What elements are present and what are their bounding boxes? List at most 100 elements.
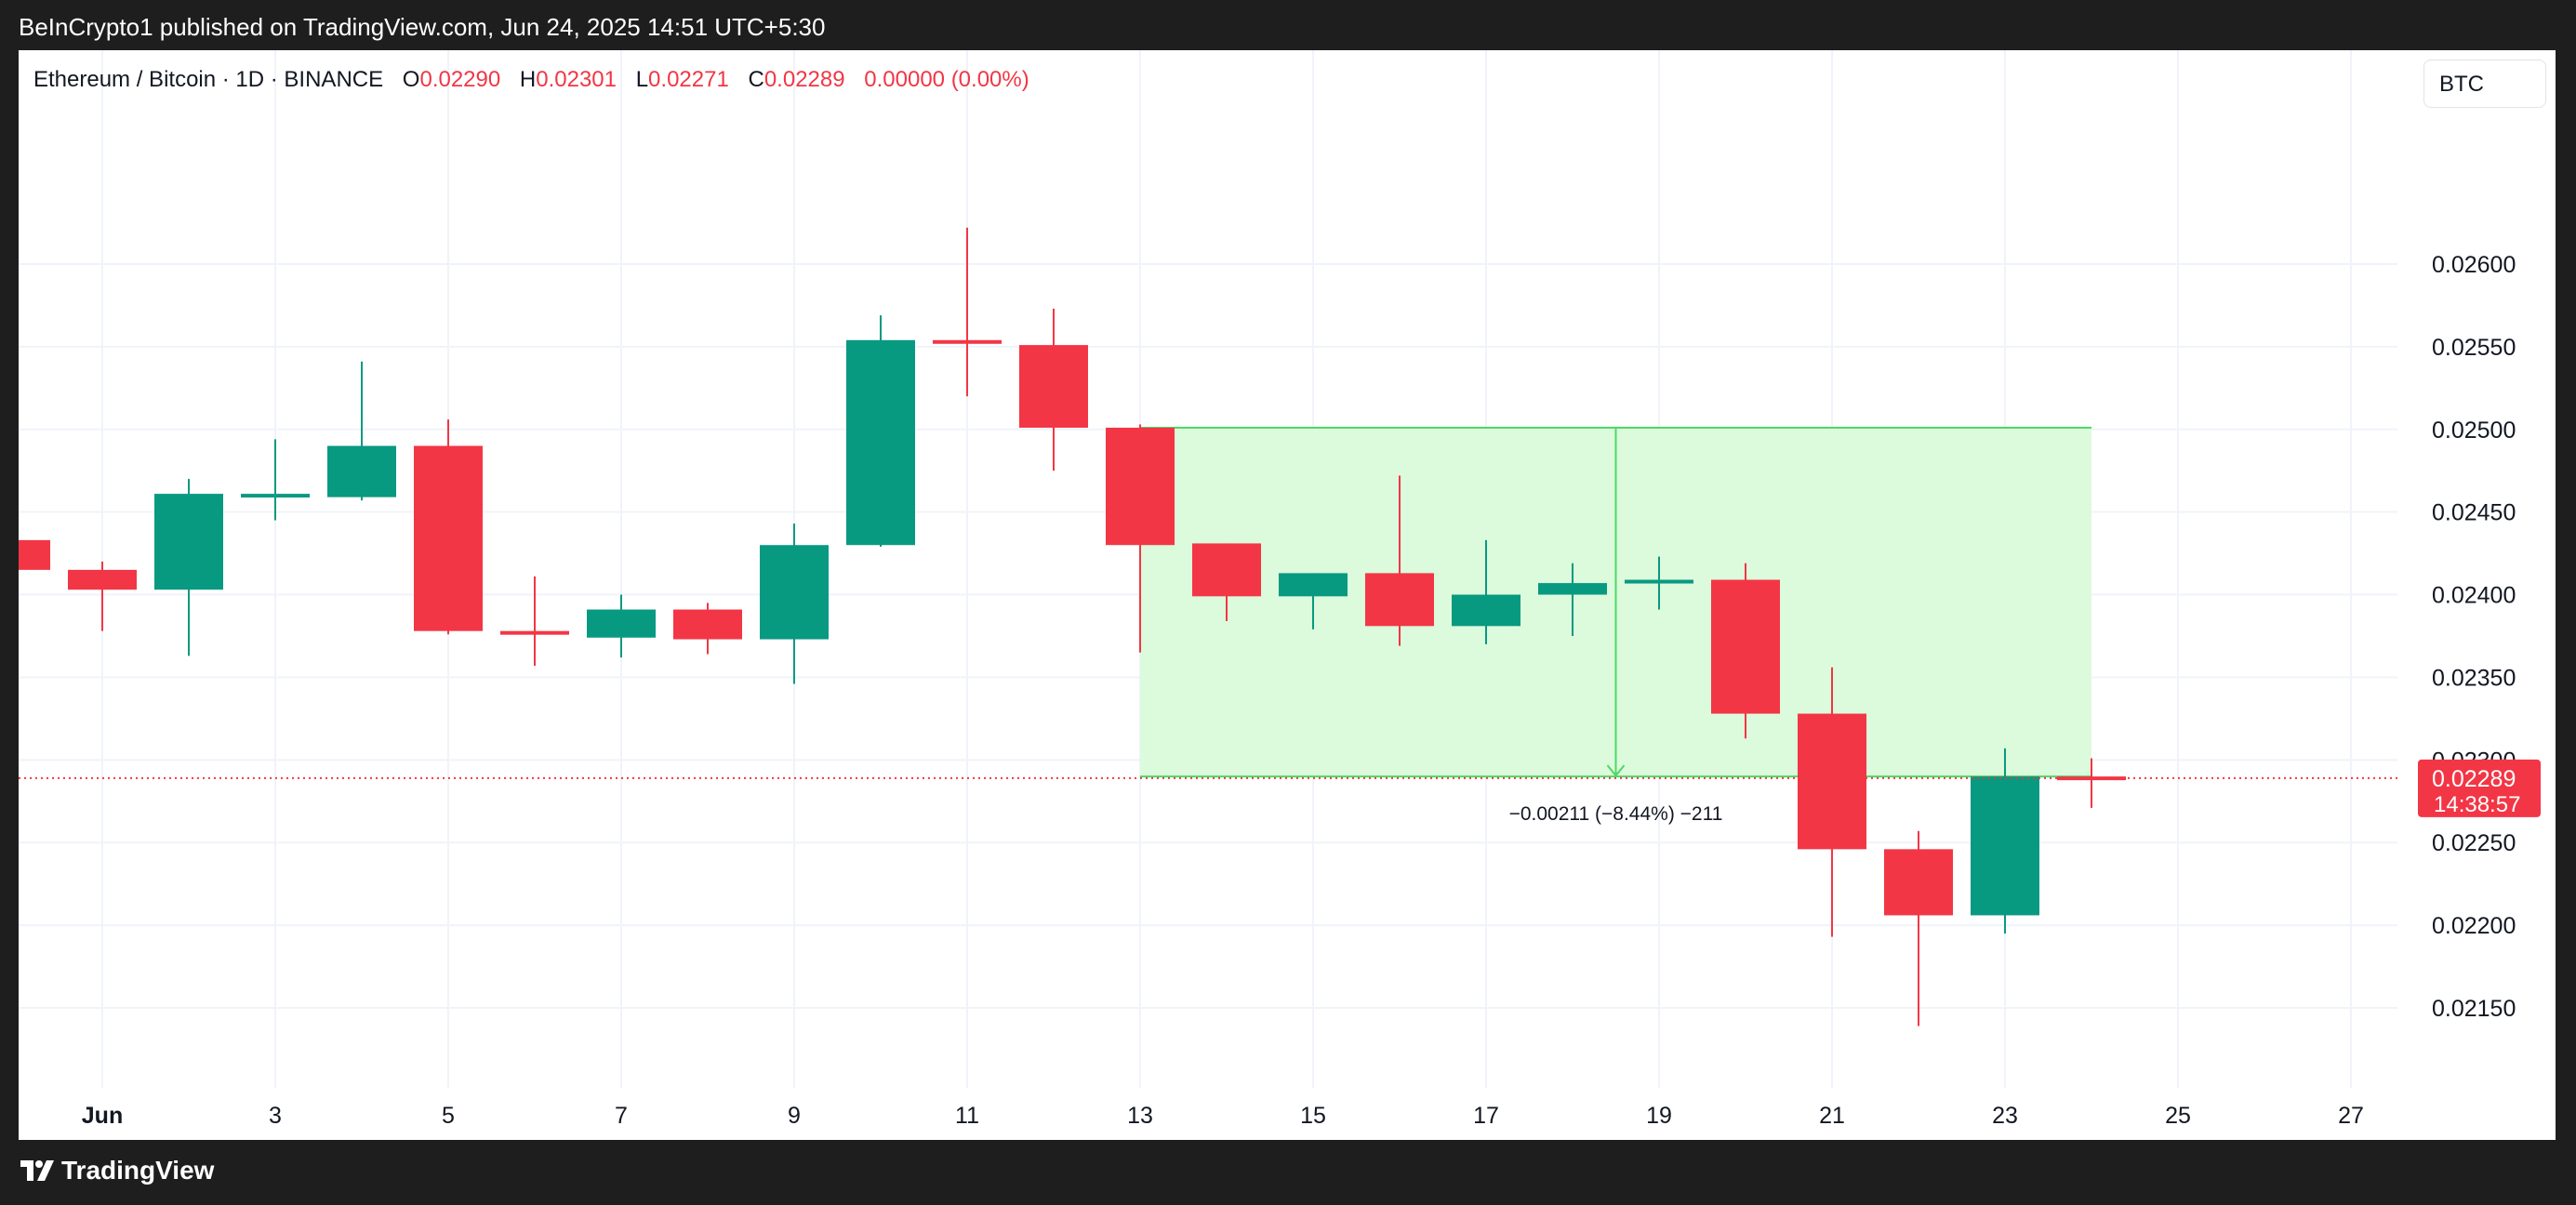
candle-body — [1798, 713, 1866, 850]
candlestick-chart[interactable]: −0.00211 (−8.44%) −211 0.02150 0.02200 0.0… — [19, 50, 2556, 1140]
price-axis-label: 0.02600 — [2432, 252, 2516, 278]
candles — [19, 227, 2126, 1026]
time-axis-label: Jun — [82, 1103, 123, 1129]
close-label: C — [748, 67, 764, 92]
price-axis-label: 0.02450 — [2432, 500, 2516, 526]
chart-legend: Ethereum / Bitcoin · 1D · BINANCE O0.022… — [33, 67, 1029, 93]
candle — [1192, 543, 1261, 621]
candle-body — [1625, 579, 1693, 584]
time-axis-label: 5 — [442, 1103, 455, 1129]
candle — [760, 523, 829, 684]
candle-body — [154, 494, 223, 590]
candle-body — [500, 630, 569, 635]
candle-body — [1538, 583, 1607, 595]
open-value: 0.02290 — [419, 67, 501, 92]
candle-body — [1106, 428, 1175, 546]
candle — [19, 539, 50, 570]
time-axis-label: 25 — [2165, 1103, 2191, 1129]
time-axis-label: 23 — [1992, 1103, 2018, 1129]
candle — [154, 479, 223, 656]
bottom-bar: TradingView — [0, 1140, 2576, 1205]
high-label: H — [519, 67, 537, 92]
price-axis-label: 0.02500 — [2432, 417, 2516, 444]
time-axis-label: 7 — [615, 1103, 628, 1129]
price-axis-label: 0.02400 — [2432, 583, 2516, 609]
candle-body — [2057, 776, 2126, 781]
candle — [846, 315, 915, 547]
candle — [1884, 830, 1953, 1026]
current-price-badge-bg — [2418, 759, 2541, 817]
candle — [587, 594, 656, 658]
time-axis-label: 17 — [1473, 1103, 1499, 1129]
price-axis-label: 0.02550 — [2432, 335, 2516, 361]
candle — [500, 576, 569, 666]
time-axis-label: 19 — [1646, 1103, 1672, 1129]
currency-button[interactable]: BTC — [2423, 60, 2546, 108]
candle — [1452, 539, 1520, 644]
time-axis-label: 27 — [2338, 1103, 2364, 1129]
candle-body — [1279, 573, 1348, 597]
candle — [933, 227, 1002, 397]
low-value: 0.02271 — [648, 67, 729, 92]
high-value: 0.02301 — [536, 67, 617, 92]
tradingview-logo-icon[interactable] — [19, 1157, 56, 1185]
candle — [1538, 563, 1607, 636]
candle — [673, 602, 742, 655]
price-range-measurement: −0.00211 (−8.44%) −211 — [1140, 427, 2091, 825]
price-axis-label: 0.02200 — [2432, 913, 2516, 939]
candle-body — [19, 539, 50, 570]
published-text: BeInCrypto1 published on TradingView.com… — [19, 13, 826, 41]
price-axis-label: 0.02150 — [2432, 996, 2516, 1022]
change-value: 0.00000 (0.00%) — [864, 67, 1029, 92]
candle — [1625, 556, 1693, 610]
candle — [68, 562, 137, 631]
candle-body — [1365, 573, 1434, 627]
candle-body — [68, 569, 137, 590]
candle — [2057, 758, 2126, 808]
candle-body — [1019, 345, 1088, 428]
candle — [241, 439, 310, 521]
time-axis-label: 9 — [788, 1103, 801, 1129]
candle-body — [414, 445, 483, 631]
bar-countdown: 14:38:57 — [2434, 792, 2520, 817]
candle — [1971, 748, 2039, 934]
candle — [1279, 573, 1348, 629]
current-price-value: 0.02289 — [2432, 766, 2516, 792]
candle — [1798, 667, 1866, 937]
candle-body — [933, 339, 1002, 344]
price-axis-label: 0.02350 — [2432, 665, 2516, 691]
candle-body — [1884, 849, 1953, 916]
candle — [1106, 424, 1175, 653]
chart-panel[interactable]: −0.00211 (−8.44%) −211 0.02150 0.02200 0.0… — [19, 50, 2556, 1140]
time-axis-label: 3 — [269, 1103, 282, 1129]
range-arrow-head-icon — [1606, 764, 1626, 777]
candle — [327, 361, 396, 501]
candle — [1365, 475, 1434, 646]
time-axis-label: 13 — [1127, 1103, 1153, 1129]
open-label: O — [402, 67, 420, 92]
time-axis-label: 15 — [1300, 1103, 1326, 1129]
candle — [1019, 309, 1088, 471]
candle-body — [241, 494, 310, 498]
candle-body — [1711, 579, 1780, 714]
candle-body — [1971, 776, 2039, 916]
symbol-label[interactable]: Ethereum / Bitcoin · 1D · BINANCE — [33, 67, 384, 92]
candle-body — [1192, 543, 1261, 597]
close-value: 0.02289 — [764, 67, 845, 92]
candle-body — [760, 545, 829, 640]
tradingview-brand[interactable]: TradingView — [61, 1156, 215, 1185]
top-bar: BeInCrypto1 published on TradingView.com… — [0, 0, 2576, 50]
time-axis-label: 11 — [955, 1103, 979, 1129]
candle-body — [587, 609, 656, 638]
candle-body — [846, 339, 915, 546]
candle-body — [327, 445, 396, 497]
time-axis-label: 21 — [1819, 1103, 1845, 1129]
candle-body — [673, 609, 742, 640]
candle — [414, 419, 483, 635]
candle — [1711, 563, 1780, 739]
range-measurement-label: −0.00211 (−8.44%) −211 — [1509, 803, 1723, 825]
candle-body — [1452, 594, 1520, 627]
low-label: L — [635, 67, 649, 92]
price-axis-label: 0.02250 — [2432, 830, 2516, 856]
